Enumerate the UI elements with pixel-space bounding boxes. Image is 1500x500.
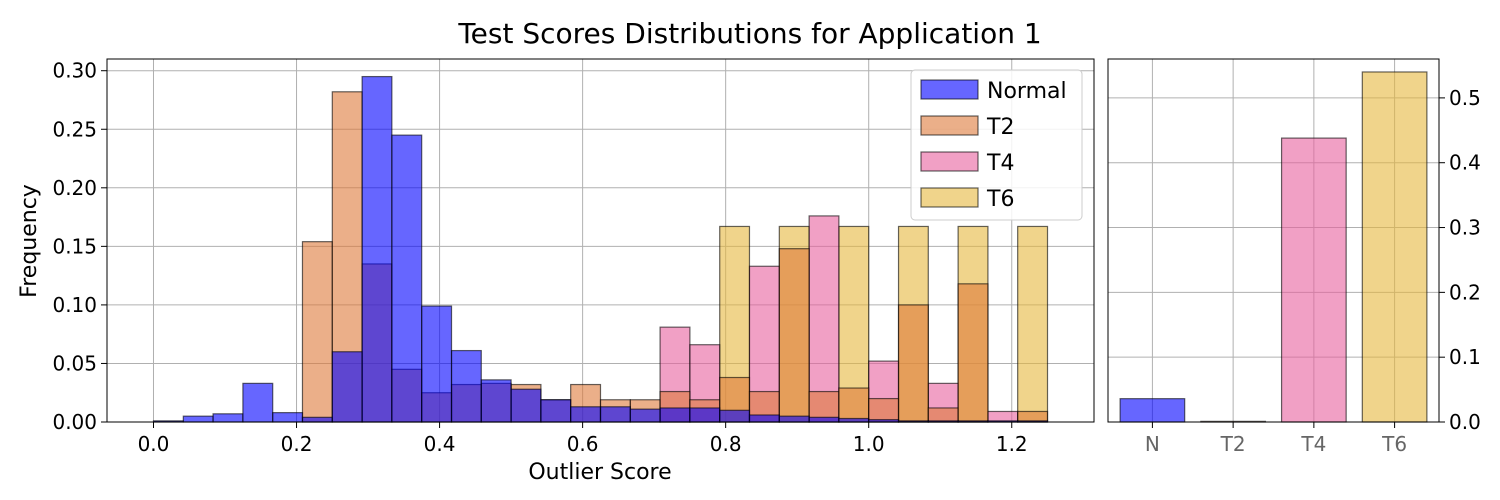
- x-tick-label: 0.0: [138, 432, 170, 456]
- summary-bar-t6: [1361, 71, 1428, 423]
- histogram-frame: [106, 58, 1095, 423]
- y-tick-label: 0.4: [1449, 151, 1481, 175]
- y-tick-label: 0.2: [1449, 280, 1481, 304]
- x-tick-label: 1.0: [853, 432, 885, 456]
- legend-label-t2: T2: [986, 115, 1014, 140]
- x-tick-label: 0.6: [567, 432, 599, 456]
- histogram-bar-normal-1: [182, 415, 214, 423]
- y-tick-label: 0.30: [52, 59, 97, 83]
- x-tick-label: 0.8: [710, 432, 742, 456]
- histogram-bar-t2-21: [778, 248, 810, 423]
- y-tick-label: 0.1: [1449, 345, 1481, 369]
- legend-frame: [910, 69, 1083, 221]
- y-tick-label: 0.20: [52, 176, 97, 200]
- summary-bar-frame: [1107, 58, 1440, 423]
- x-tick-label: 0.4: [424, 432, 456, 456]
- histogram-bar-t2-5: [301, 241, 333, 423]
- histogram-bar-t6-29: [1017, 225, 1049, 423]
- histogram-bar-normal-13: [540, 399, 572, 423]
- y-tick-label: 0.15: [52, 234, 97, 258]
- y-axis-label: Frequency: [17, 184, 42, 298]
- x-axis-label: Outlier Score: [528, 460, 671, 485]
- histogram-bar-t2-24: [868, 397, 900, 423]
- x-tick-label: 1.2: [996, 432, 1028, 456]
- histogram-bar-normal-23: [838, 417, 870, 423]
- summary-bar-t4: [1280, 137, 1347, 423]
- y-tick-label: 0.5: [1449, 86, 1481, 110]
- histogram-bar-normal-18: [689, 407, 721, 423]
- legend-swatch-t4: [920, 151, 979, 172]
- figure-title: Test Scores Distributions for Applicatio…: [457, 17, 1041, 50]
- x-tick-label: T6: [1381, 432, 1407, 456]
- histogram-bar-normal-15: [599, 406, 631, 423]
- histogram-ticks: 0.0 0.2 0.4 0.6 0.8 1.0 1.2 0.00 0.05 0.10 0.15 0.2…: [52, 59, 1027, 456]
- histogram-bar-normal-11: [480, 379, 512, 423]
- histogram-bar-normal-2: [212, 413, 244, 423]
- histogram-panel: 0.0 0.2 0.4 0.6 0.8 1.0 1.2 0.00 0.05 0.10 0.15 0.2…: [17, 58, 1095, 485]
- summary-bar-panel: N T2 T4 T6 0.0 0.1 0.2 0.3 0.4 0.5: [1107, 58, 1481, 456]
- summary-bars: [1119, 71, 1428, 423]
- histogram-bar-normal-4: [272, 412, 304, 423]
- histogram-bar-normal-17: [659, 407, 691, 423]
- histogram-bar-normal-5: [301, 416, 333, 423]
- x-tick-label: 0.2: [281, 432, 313, 456]
- legend-label-t6: T6: [986, 187, 1014, 212]
- histogram-bar-normal-8: [391, 134, 423, 423]
- legend-label-normal: Normal: [987, 79, 1067, 104]
- histogram-bar-t2-25: [897, 304, 929, 423]
- histogram-bar-normal-12: [510, 388, 542, 423]
- x-tick-label: T4: [1300, 432, 1326, 456]
- histogram-bar-normal-10: [450, 349, 482, 423]
- legend-label-t4: T4: [986, 151, 1014, 176]
- y-tick-label: 0.05: [52, 351, 97, 375]
- legend: Normal T2 T4 T6: [910, 69, 1083, 221]
- histogram-bar-normal-20: [748, 414, 780, 423]
- legend-swatch-t6: [920, 187, 979, 208]
- histogram-bar-normal-22: [808, 416, 840, 423]
- histogram-bar-normal-19: [719, 409, 751, 423]
- histogram-bar-normal-14: [570, 406, 602, 423]
- summary-bar-n: [1119, 398, 1186, 423]
- legend-swatch-t2: [920, 115, 979, 136]
- histogram-bar-t2-27: [957, 283, 989, 423]
- histogram-bar-normal-16: [629, 408, 661, 423]
- histogram-bar-normal-7: [361, 75, 393, 423]
- x-tick-label: N: [1145, 432, 1160, 456]
- legend-swatch-normal: [920, 79, 979, 100]
- histogram-bar-t2-23: [838, 387, 870, 423]
- histogram-bar-t2-26: [927, 407, 959, 423]
- histogram-bar-normal-9: [421, 305, 453, 423]
- y-tick-label: 0.10: [52, 293, 97, 317]
- histogram-bar-normal-21: [778, 415, 810, 423]
- summary-bar-ticks: N T2 T4 T6 0.0 0.1 0.2 0.3 0.4 0.5: [1145, 86, 1481, 456]
- histogram-bar-normal-6: [331, 351, 363, 423]
- x-tick-label: T2: [1220, 432, 1246, 456]
- y-tick-label: 0.0: [1449, 410, 1481, 434]
- y-tick-label: 0.3: [1449, 216, 1481, 240]
- y-tick-label: 0.00: [52, 410, 97, 434]
- y-tick-label: 0.25: [52, 117, 97, 141]
- histogram-bar-normal-3: [242, 382, 274, 423]
